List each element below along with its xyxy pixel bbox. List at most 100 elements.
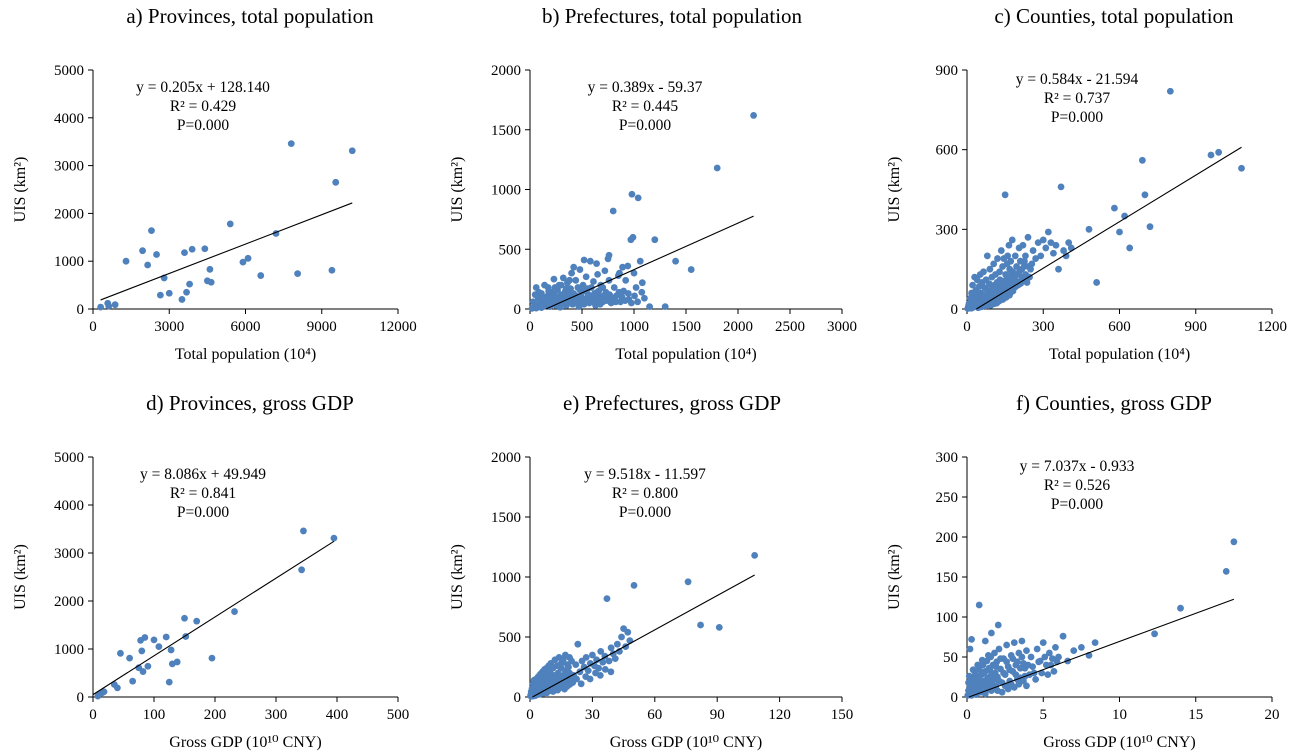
x-tick-label: 0 — [963, 319, 971, 335]
regression-equation: y = 7.037x - 0.933 — [1020, 458, 1135, 475]
data-point — [994, 621, 1002, 629]
y-tick-label: 4000 — [54, 498, 84, 514]
data-point — [628, 190, 636, 198]
y-tick-label: 2000 — [491, 63, 521, 79]
data-point — [1039, 236, 1047, 244]
data-point — [607, 668, 615, 676]
data-point — [97, 303, 105, 311]
p-value-label: P=0.000 — [1051, 109, 1103, 126]
data-point — [1028, 260, 1036, 268]
data-point — [990, 260, 998, 268]
data-point — [624, 290, 632, 297]
data-point — [1022, 252, 1029, 260]
regression-equation: y = 0.584x - 21.594 — [1016, 71, 1139, 88]
data-point — [155, 643, 163, 650]
data-point — [607, 644, 615, 652]
data-point — [1062, 252, 1070, 260]
data-point — [975, 601, 983, 609]
data-point — [584, 285, 592, 293]
data-point — [1018, 653, 1026, 661]
data-point — [111, 301, 119, 309]
data-point — [596, 300, 604, 308]
data-point — [646, 303, 653, 311]
data-point — [601, 267, 609, 275]
r-squared-label: R² = 0.429 — [170, 98, 237, 115]
data-point — [590, 278, 597, 285]
data-point — [984, 652, 992, 659]
y-tick-label: 2000 — [54, 594, 84, 610]
data-point — [153, 251, 160, 258]
x-tick-label: 900 — [1185, 319, 1208, 335]
y-tick-label: 500 — [499, 242, 522, 258]
data-point — [141, 634, 149, 641]
data-point — [582, 273, 590, 281]
data-point — [144, 261, 152, 269]
data-point — [582, 654, 590, 661]
x-tick-label: 1500 — [671, 319, 701, 335]
data-point — [978, 656, 986, 664]
data-point — [239, 258, 247, 266]
x-tick-label: 0 — [89, 319, 97, 335]
data-point — [574, 640, 582, 648]
data-point — [114, 684, 121, 692]
data-point — [1052, 241, 1060, 249]
data-point — [573, 675, 580, 683]
data-point — [577, 680, 585, 688]
data-point — [139, 668, 147, 675]
data-point — [713, 164, 721, 172]
x-axis-label: Total population (10⁴) — [1049, 346, 1190, 363]
data-point — [634, 298, 642, 306]
data-point — [580, 256, 588, 264]
data-point — [1000, 669, 1007, 677]
r-squared-label: R² = 0.841 — [170, 485, 236, 502]
data-point — [672, 257, 679, 265]
data-point — [618, 633, 625, 641]
y-tick-label: 1000 — [54, 642, 84, 658]
data-point — [1077, 644, 1085, 651]
data-point — [611, 655, 619, 662]
chart-panel-6: f) Counties, gross GDP050100150200250300… — [886, 391, 1280, 751]
data-point — [1032, 255, 1040, 262]
data-point — [1033, 645, 1041, 653]
data-point — [1001, 191, 1009, 199]
data-point — [1019, 241, 1027, 249]
data-point — [572, 661, 580, 668]
data-point — [1006, 666, 1014, 674]
data-point — [1055, 265, 1062, 273]
data-point — [1059, 632, 1067, 640]
y-tick-label: 4000 — [54, 111, 84, 127]
y-tick-label: 0 — [77, 690, 85, 706]
data-point — [150, 636, 158, 644]
data-point — [605, 657, 613, 665]
data-point — [576, 266, 584, 273]
data-point — [589, 651, 596, 659]
data-point — [564, 661, 571, 668]
x-tick-label: 500 — [387, 707, 410, 723]
data-point — [1003, 658, 1011, 666]
data-point — [988, 629, 995, 637]
y-axis-label: UIS (km²) — [12, 157, 29, 223]
x-tick-label: 200 — [204, 707, 227, 723]
y-tick-label: 200 — [936, 530, 959, 546]
data-point — [697, 621, 704, 629]
y-tick-label: 300 — [936, 222, 959, 238]
data-point — [1207, 151, 1215, 159]
x-tick-label: 2000 — [723, 319, 753, 335]
data-point — [1039, 639, 1047, 646]
chart-panel-1: a) Provinces, total population 0 1000 2000 3… — [12, 4, 417, 363]
data-point — [183, 288, 190, 296]
x-tick-label: 0 — [963, 707, 971, 723]
data-point — [193, 617, 201, 625]
data-point — [983, 252, 991, 260]
data-point — [181, 614, 188, 622]
data-point — [605, 251, 613, 259]
data-point — [1091, 639, 1099, 646]
x-tick-label: 10 — [1112, 707, 1127, 723]
data-point — [568, 269, 575, 277]
p-value-label: P=0.000 — [619, 117, 671, 134]
y-tick-label: 0 — [951, 302, 959, 318]
data-point — [165, 678, 173, 686]
data-point — [1050, 668, 1058, 675]
data-point — [178, 296, 186, 303]
x-tick-label: 12000 — [379, 319, 417, 335]
